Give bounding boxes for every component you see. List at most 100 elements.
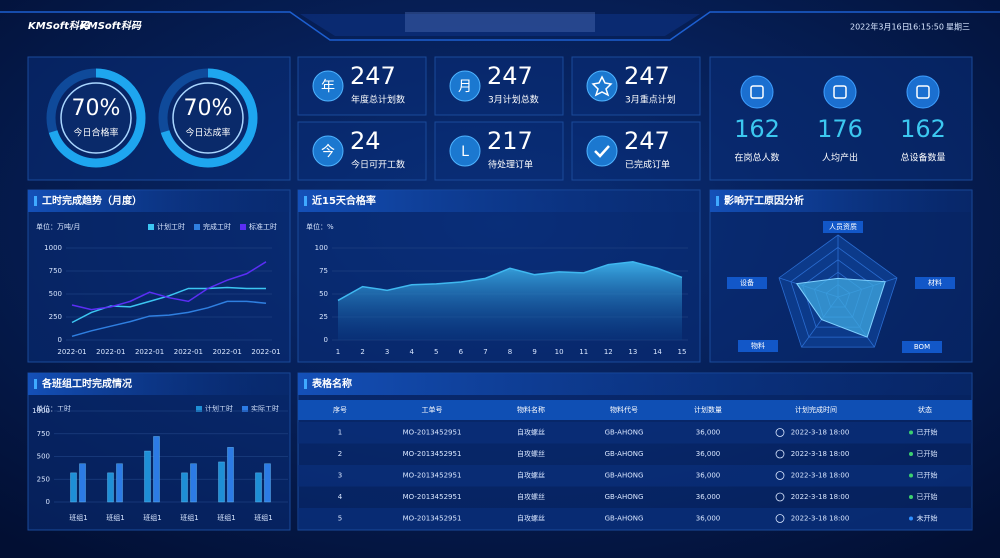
title-blurred — [405, 12, 595, 32]
panel-header — [298, 373, 972, 395]
legend-swatch — [240, 224, 246, 230]
panel-header — [710, 190, 972, 212]
x-tick-label: 班组1 — [143, 513, 161, 522]
kpi-value: 247 — [624, 127, 670, 155]
clock-icon — [775, 492, 785, 502]
radar-label: BOM — [914, 343, 930, 351]
table-cell: 已开始 — [917, 492, 938, 501]
table-cell: 3 — [338, 472, 342, 480]
panel-accent — [34, 379, 37, 389]
radar-label: 设备 — [740, 278, 754, 287]
kpi-icon: 今 — [321, 144, 335, 160]
unit: 单位：工时 — [36, 404, 71, 413]
kpi-caption: 年度总计划数 — [351, 94, 405, 106]
kpi-icon-bg — [586, 135, 618, 167]
status-dot — [909, 516, 913, 521]
kpi-icon-bg — [449, 135, 481, 167]
legend-label: 计划工时 — [205, 404, 233, 413]
table-cell: 自攻螺丝 — [517, 428, 545, 437]
table-cell: MO-2013452951 — [403, 472, 462, 480]
panel-header — [28, 373, 290, 395]
kpi-value: 217 — [487, 127, 533, 155]
time: 16:15:50 — [908, 23, 944, 32]
logo: KMSoft科码 — [28, 20, 90, 32]
stat-icon — [833, 85, 847, 99]
table-cell: 已开始 — [917, 449, 938, 458]
kpi-icon-bg — [312, 135, 344, 167]
panel-title: 表格名称 — [311, 377, 352, 390]
status-dot — [909, 473, 913, 478]
x-tick-label: 班组1 — [217, 513, 235, 522]
gauge-caption: 今日达成率 — [185, 127, 230, 139]
y-tick-label: 1000 — [32, 407, 50, 415]
panel-header — [28, 190, 290, 212]
x-tick-label: 2022-01 — [213, 348, 242, 356]
clock-icon — [775, 514, 785, 523]
panel-title: 近15天合格率 — [312, 194, 376, 207]
x-tick-label: 3 — [385, 348, 389, 356]
bar — [70, 472, 77, 503]
kpi-value: 247 — [350, 62, 396, 90]
x-tick-label: 2022-01 — [96, 348, 125, 356]
x-tick-label: 15 — [678, 348, 687, 356]
bar — [190, 463, 197, 503]
gauge-inner — [60, 82, 132, 154]
panel-title: 各班组工时完成情况 — [41, 377, 132, 390]
panel — [27, 189, 291, 363]
table-cell: 2022-3-18 18:00 — [791, 450, 850, 458]
x-tick-label: 7 — [483, 348, 487, 356]
header-frame — [0, 11, 1000, 41]
x-tick-label: 6 — [459, 348, 464, 356]
table-row — [298, 508, 972, 530]
table-cell: 自攻螺丝 — [517, 449, 545, 458]
radar-label-box — [902, 341, 942, 353]
x-tick-label: 班组1 — [69, 513, 87, 522]
x-tick-label: 5 — [434, 348, 438, 356]
line — [71, 300, 267, 338]
table-cell: 4 — [338, 493, 343, 501]
stat-icon — [916, 85, 930, 99]
bar — [144, 450, 151, 503]
x-tick-label: 1 — [336, 348, 340, 356]
column-header: 计划完成时间 — [795, 405, 837, 414]
table-cell: MO-2013452951 — [403, 493, 462, 501]
kpi-value: 24 — [350, 127, 381, 155]
radar-label: 人员资质 — [829, 222, 857, 231]
line — [71, 261, 267, 311]
table-cell: 5 — [338, 515, 342, 523]
radar-area — [795, 277, 886, 338]
stat-icon — [750, 85, 764, 99]
table-cell: 36,000 — [696, 515, 721, 523]
table-cell: 2022-3-18 18:00 — [791, 429, 850, 437]
x-tick-label: 13 — [628, 348, 637, 356]
radar-label: 材料 — [928, 278, 942, 287]
stat-value: 162 — [734, 115, 780, 143]
legend-label: 标准工时 — [249, 222, 277, 231]
table-row — [298, 465, 972, 487]
table-cell: 2 — [338, 450, 342, 458]
x-tick-label: 2022-01 — [251, 348, 280, 356]
weekday: 星期三 — [946, 23, 970, 32]
table-cell: 已开始 — [917, 428, 938, 437]
table-cell: MO-2013452951 — [403, 450, 462, 458]
logo: KMSoft科码 — [80, 20, 142, 32]
stat-caption: 人均产出 — [822, 152, 858, 164]
stat-icon-bg — [823, 75, 857, 109]
legend-label: 计划工时 — [157, 222, 185, 231]
table-header — [298, 400, 972, 420]
x-tick-label: 班组1 — [254, 513, 272, 522]
stat-value: 162 — [900, 115, 946, 143]
date: 2022年3月16日 — [850, 22, 910, 32]
panel-title: 工时完成趋势（月度） — [42, 194, 142, 207]
table-cell: GB-AHONG — [605, 472, 644, 480]
legend-swatch — [242, 406, 248, 412]
panel-title: 影响开工原因分析 — [724, 194, 804, 207]
area — [338, 261, 682, 340]
y-tick-label: 750 — [49, 267, 62, 275]
kpi-icon-bg — [449, 70, 481, 102]
kpi-icon-bg — [312, 70, 344, 102]
stat-caption: 在岗总人数 — [734, 152, 779, 164]
x-tick-label: 14 — [653, 348, 662, 356]
table-cell: 2022-3-18 18:00 — [791, 472, 850, 480]
